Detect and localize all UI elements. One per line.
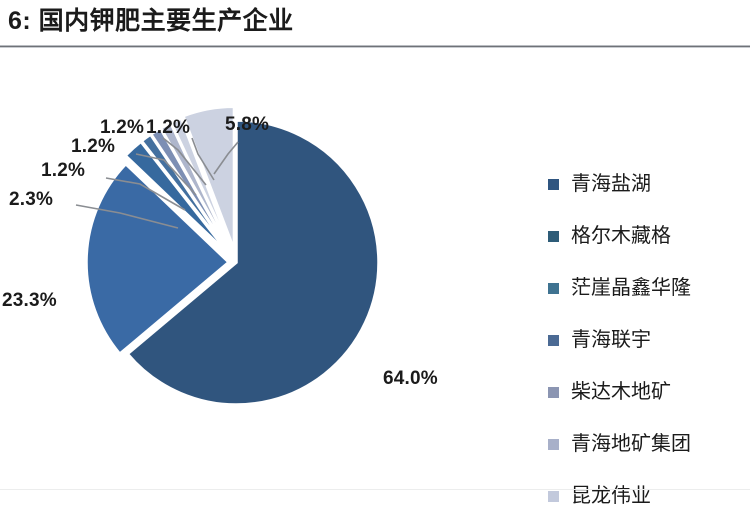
- leader-line-1-2-b: [135, 153, 197, 196]
- legend-item-chaidamu-dikuang[interactable]: 柴达木地矿: [548, 366, 744, 418]
- chart-page: 6: 国内钾肥主要生产企业: [0, 0, 750, 507]
- pie-slice-kunlong-weiye[interactable]: [169, 117, 233, 252]
- chart-legend: 青海盐湖 格尔木藏格 茫崖晶鑫华隆 青海联宇 柴达木地矿 青海地矿集团: [548, 158, 744, 522]
- legend-swatch-icon: [548, 282, 559, 294]
- data-label-1-2-a: 1.2%: [41, 160, 86, 181]
- legend-item-qinghai-dikuang-jituan[interactable]: 青海地矿集团: [548, 418, 744, 470]
- data-label-5-8: 5.8%: [225, 114, 270, 135]
- data-label-1-2-c: 1.2%: [100, 117, 145, 138]
- legend-swatch-icon: [548, 438, 559, 450]
- legend-label: 柴达木地矿: [571, 381, 671, 403]
- pie-chart-plot-area: 64.0% 23.3% 2.3% 1.2% 1.2% 1.2% 1.2% 5.8…: [0, 50, 750, 507]
- legend-swatch-icon: [548, 178, 559, 190]
- legend-item-qinghai-yanhu[interactable]: 青海盐湖: [548, 158, 744, 210]
- bottom-divider: [0, 489, 750, 490]
- data-label-1-2-b: 1.2%: [71, 136, 116, 157]
- page-title: 6: 国内钾肥主要生产企业: [8, 7, 294, 35]
- legend-label: 格尔木藏格: [571, 225, 671, 247]
- data-label-1-2-d: 1.2%: [146, 117, 191, 138]
- legend-label: 青海地矿集团: [571, 433, 691, 455]
- chart-header: 6: 国内钾肥主要生产企业: [0, 0, 750, 48]
- pie-slice-qinghai-yanhu[interactable]: [126, 119, 380, 406]
- pie-slice-mangya-jingxin-hualong[interactable]: [123, 140, 230, 255]
- pie-slice-other-5-8[interactable]: [181, 105, 236, 250]
- pie-slice-golmud-zangge[interactable]: [85, 162, 231, 356]
- leader-line-1-2-a: [105, 177, 186, 211]
- legend-label: 昆龙伟业: [571, 485, 651, 507]
- legend-label: 青海盐湖: [571, 173, 651, 195]
- legend-item-golmud-zangge[interactable]: 格尔木藏格: [548, 210, 744, 262]
- data-label-64: 64.0%: [383, 368, 438, 389]
- legend-label: 茫崖晶鑫华隆: [571, 277, 691, 299]
- legend-item-mangya-jingxin-hualong[interactable]: 茫崖晶鑫华隆: [548, 262, 744, 314]
- legend-item-qinghai-lianyu[interactable]: 青海联宇: [548, 314, 744, 366]
- legend-swatch-icon: [548, 386, 559, 398]
- data-label-2-3: 2.3%: [9, 189, 54, 210]
- legend-label: 青海联宇: [571, 329, 651, 351]
- legend-item-kunlong-weiye[interactable]: 昆龙伟业: [548, 470, 744, 522]
- leader-lines: [75, 137, 239, 229]
- header-divider: [0, 45, 750, 48]
- leader-line-5-8: [213, 141, 239, 175]
- legend-swatch-icon: [548, 334, 559, 346]
- leader-line-2-3: [75, 204, 179, 229]
- legend-swatch-icon: [548, 230, 559, 242]
- legend-swatch-icon: [548, 490, 559, 502]
- leader-line-1-2-c: [162, 137, 207, 186]
- leader-line-1-2-d: [191, 137, 215, 181]
- data-label-23: 23.3%: [2, 290, 57, 311]
- pie-chart-svg: [75, 105, 380, 406]
